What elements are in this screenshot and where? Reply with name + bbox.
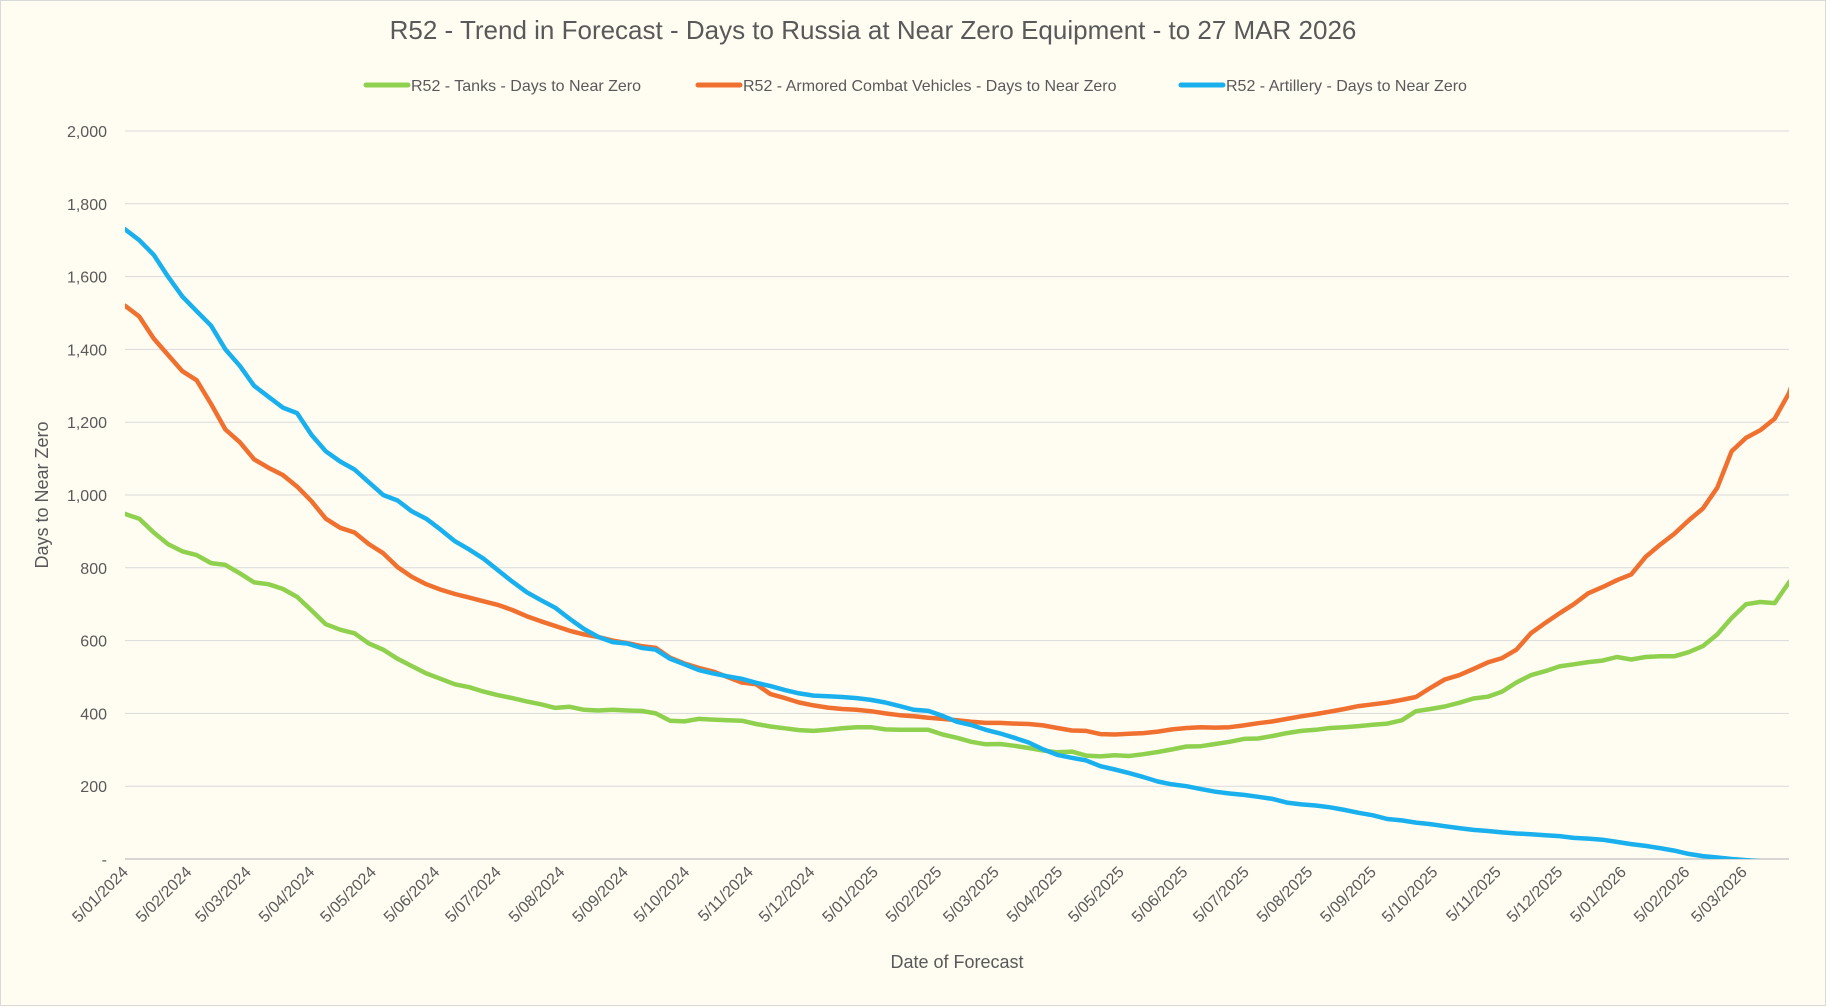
x-tick-label: 5/03/2025 bbox=[940, 864, 1002, 926]
x-tick-label: 5/06/2024 bbox=[381, 864, 443, 926]
x-tick-label: 5/05/2025 bbox=[1065, 864, 1127, 926]
x-tick-label: 5/12/2025 bbox=[1504, 864, 1566, 926]
y-tick-label: 2,000 bbox=[67, 124, 107, 141]
x-tick-label: 5/10/2025 bbox=[1379, 864, 1441, 926]
legend-label-1: R52 - Tanks - Days to Near Zero bbox=[411, 78, 641, 95]
gridlines bbox=[125, 130, 1789, 860]
x-tick-label: 5/07/2025 bbox=[1190, 864, 1252, 926]
x-tick-label: 5/02/2024 bbox=[133, 864, 195, 926]
series-line-2 bbox=[125, 303, 1789, 737]
x-tick-label: 5/09/2025 bbox=[1317, 864, 1379, 926]
x-tick-label: 5/01/2025 bbox=[820, 864, 882, 926]
x-tick-label: 5/11/2025 bbox=[1443, 864, 1505, 926]
x-tick-label: 5/05/2024 bbox=[317, 864, 379, 926]
x-tick-label: 5/08/2025 bbox=[1254, 864, 1316, 926]
x-tick-label: 5/11/2024 bbox=[695, 864, 757, 926]
x-tick-label: 5/06/2025 bbox=[1129, 864, 1191, 926]
x-tick-label: 5/03/2026 bbox=[1688, 864, 1750, 926]
x-tick-label: 5/07/2024 bbox=[442, 864, 504, 926]
y-tick-label: 1,400 bbox=[67, 342, 107, 359]
y-tick-label: 1,000 bbox=[67, 488, 107, 505]
x-tick-label: 5/10/2024 bbox=[631, 864, 693, 926]
x-tick-label: 5/09/2024 bbox=[570, 864, 632, 926]
x-tick-label: 5/01/2026 bbox=[1568, 864, 1630, 926]
y-tick-label: 400 bbox=[80, 706, 107, 723]
legend-label-3: R52 - Artillery - Days to Near Zero bbox=[1226, 78, 1467, 95]
x-tick-label: 5/04/2024 bbox=[256, 864, 318, 926]
x-tick-label: 5/08/2024 bbox=[506, 864, 568, 926]
x-tick-label: 5/03/2024 bbox=[192, 864, 254, 926]
x-tick-label: 5/12/2024 bbox=[756, 864, 818, 926]
x-tick-label: 5/01/2024 bbox=[69, 864, 131, 926]
y-tick-label: 600 bbox=[80, 634, 107, 651]
y-tick-label: 200 bbox=[80, 779, 107, 796]
y-tick-label: 1,200 bbox=[67, 415, 107, 432]
x-tick-label: 5/02/2025 bbox=[883, 864, 945, 926]
y-tick-label: - bbox=[102, 852, 107, 869]
y-axis-ticks: - 200 400 600 800 1,000 1,200 1,400 1,600 1,800 2,… bbox=[67, 124, 107, 869]
y-tick-label: 1,600 bbox=[67, 270, 107, 287]
series-layer bbox=[125, 227, 1789, 859]
x-tick-label: 5/04/2025 bbox=[1004, 864, 1066, 926]
y-tick-label: 800 bbox=[80, 561, 107, 578]
legend-label-2: R52 - Armored Combat Vehicles - Days to … bbox=[743, 78, 1117, 95]
y-axis-title: Days to Near Zero bbox=[32, 421, 52, 568]
chart-title: R52 - Trend in Forecast - Days to Russia… bbox=[390, 15, 1357, 45]
y-tick-label: 1,800 bbox=[67, 197, 107, 214]
series-line-1 bbox=[125, 511, 1789, 759]
series-line-3 bbox=[125, 227, 1761, 859]
x-tick-label: 5/02/2026 bbox=[1631, 864, 1693, 926]
legend: R52 - Tanks - Days to Near Zero R52 - Arm… bbox=[363, 78, 1467, 95]
x-axis-title: Date of Forecast bbox=[890, 952, 1023, 972]
